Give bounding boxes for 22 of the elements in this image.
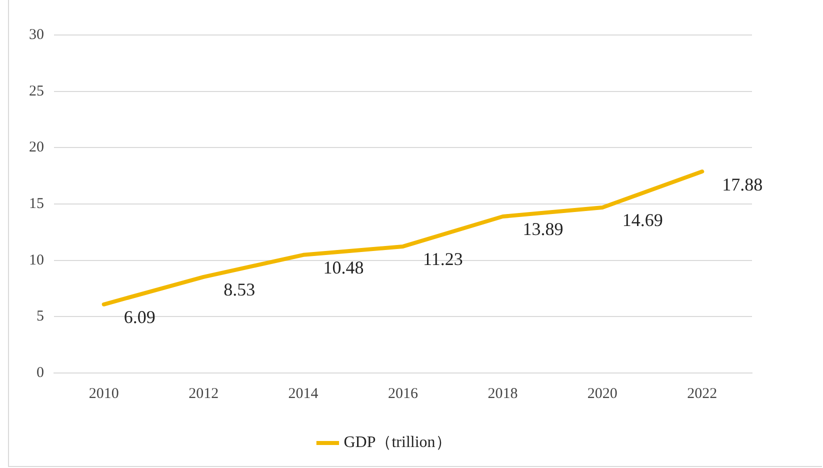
data-label: 8.53: [224, 280, 256, 300]
data-label: 6.09: [124, 307, 156, 328]
y-tick-label: 25: [29, 83, 44, 100]
x-tick-label: 2020: [587, 386, 618, 402]
data-label: 17.88: [722, 174, 763, 194]
y-tick-label: 20: [29, 140, 44, 156]
y-tick-label: 0: [36, 364, 44, 381]
x-tick-label: 2014: [288, 386, 319, 402]
data-label: 10.48: [323, 258, 364, 278]
data-label: 13.89: [522, 219, 564, 240]
y-tick-label: 15: [29, 196, 44, 212]
legend-label: GDP（trillion）: [344, 434, 452, 452]
y-tick-label: 5: [36, 308, 44, 325]
x-tick-label: 2022: [687, 386, 718, 402]
x-tick-label: 2016: [388, 386, 418, 402]
y-tick-label: 30: [29, 26, 44, 43]
x-tick-label: 2012: [188, 386, 219, 402]
x-tick-label: 2018: [488, 386, 518, 402]
y-tick-label: 10: [29, 252, 44, 268]
data-label: 14.69: [622, 210, 663, 230]
x-tick-label: 2010: [88, 386, 119, 402]
data-label: 11.23: [423, 249, 463, 270]
